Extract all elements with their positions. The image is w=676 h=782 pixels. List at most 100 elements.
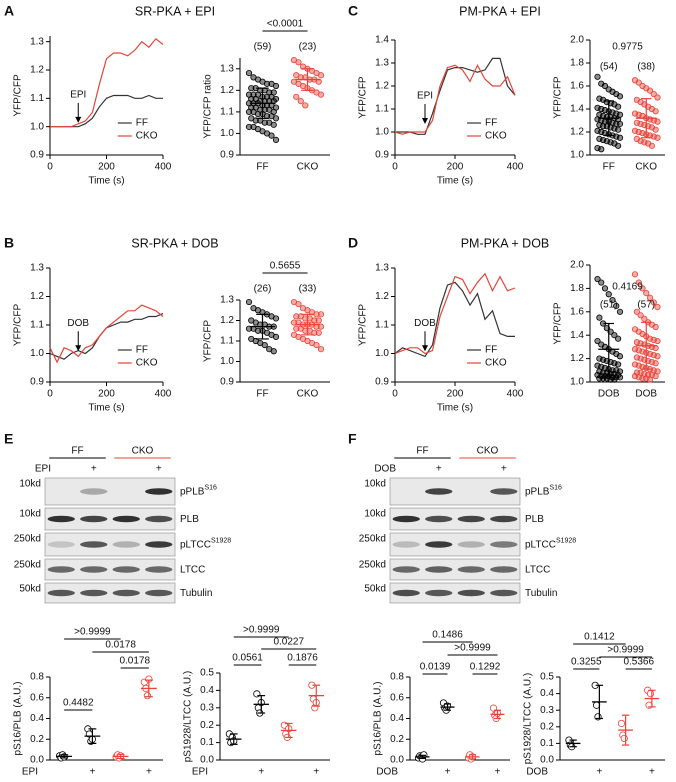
data-point (646, 294, 654, 301)
data-point (652, 108, 659, 115)
blot-strip (44, 582, 176, 604)
p-value: 0.1412 (584, 632, 615, 643)
y-tick-label: 1.0 (570, 377, 584, 388)
protein-label: pPLBS16 (180, 485, 217, 497)
y-tick-label: 0.1 (540, 738, 554, 749)
x-tick-label: 400 (507, 162, 524, 173)
data-point (313, 323, 320, 330)
blot-band (457, 541, 485, 548)
p-value: 0.5366 (623, 657, 654, 668)
y-tick-label: 1.8 (570, 58, 584, 69)
x-tick-label: 0 (392, 162, 398, 173)
data-point (594, 73, 601, 80)
blot-band (80, 541, 108, 548)
blot-band (457, 515, 485, 523)
protein-name: Tubulin (180, 588, 212, 599)
y-tick-label: 0.0 (540, 755, 554, 766)
y-tick-label: 0.0 (30, 755, 44, 766)
x-axis-label: Time (s) (88, 403, 124, 414)
data-point (272, 115, 280, 122)
data-point (143, 692, 151, 700)
kd-label: 250kd (14, 534, 41, 545)
y-axis-label: YFP/CFP (203, 320, 214, 363)
annotation-arrowhead (75, 345, 82, 352)
data-point (272, 315, 280, 322)
x-axis-label: DOB (526, 767, 548, 778)
n-label: (57) (637, 300, 655, 311)
blot-band (392, 515, 420, 523)
x-tick-label: 400 (155, 389, 172, 400)
x-axis-label: Time (s) (437, 403, 473, 414)
data-point (615, 335, 622, 342)
data-point (633, 308, 640, 315)
data-point (616, 308, 624, 315)
blot-band (392, 589, 420, 597)
y-tick-label: 0.3 (540, 705, 554, 716)
data-point (248, 85, 255, 92)
y-tick-label: 1.2 (570, 353, 584, 364)
data-point (639, 285, 646, 292)
p-value: 0.3255 (571, 657, 602, 668)
protein-name: pPLB (525, 486, 550, 497)
data-point (261, 341, 268, 349)
blot-band (145, 515, 173, 523)
data-point (254, 110, 262, 118)
blot-band (47, 589, 75, 597)
x-tick-label: 200 (447, 162, 464, 173)
panel-label: D (348, 235, 358, 251)
data-point (270, 348, 277, 355)
y-tick-label: 0.2 (30, 734, 44, 745)
data-point (245, 123, 253, 131)
treatment-label: EPI (35, 464, 51, 475)
data-point (605, 291, 612, 298)
y-tick-label: 1.1 (375, 104, 389, 115)
data-point (293, 313, 300, 320)
data-point (648, 142, 655, 149)
blot-band (425, 589, 453, 597)
data-point (317, 72, 325, 79)
blot-band (490, 488, 518, 495)
blot-band (80, 589, 108, 597)
p-value: 0.9775 (612, 42, 643, 53)
blot-band (145, 566, 173, 573)
panel-label: B (4, 235, 14, 251)
blot-band (425, 488, 453, 495)
n-label: (54) (600, 62, 618, 73)
blot-band (392, 541, 420, 548)
kd-label: 50kd (19, 584, 41, 595)
kd-label: 10kd (364, 479, 386, 490)
y-tick-label: 1.1 (220, 336, 234, 347)
blot-band (490, 566, 518, 573)
y-axis-label: YFP/CFP (13, 304, 24, 347)
chart-title: SR-PKA + DOB (131, 236, 218, 250)
x-axis-label: EPI (22, 767, 38, 778)
n-label: (51) (600, 300, 618, 311)
data-point (616, 134, 624, 141)
y-tick-label: 1.0 (30, 121, 44, 132)
data-point (313, 341, 320, 349)
y-tick-label: 0.8 (30, 672, 44, 683)
blot-band (425, 515, 453, 523)
blot-band (112, 515, 140, 523)
x-tick-label: 400 (507, 389, 524, 400)
data-point (654, 304, 661, 311)
y-tick-label: 1.6 (570, 306, 584, 317)
protein-label: pLTCCS1928 (525, 538, 576, 550)
blot-strip (44, 507, 176, 531)
y-axis-label: YFP/CFP (553, 302, 564, 345)
data-point (654, 353, 661, 360)
x-tick-label: + (445, 767, 451, 778)
x-tick-label: FF (256, 389, 268, 400)
legend-label: FF (485, 345, 497, 356)
protein-name: LTCC (525, 564, 550, 575)
data-point (641, 315, 648, 322)
data-point (263, 80, 271, 87)
data-point (646, 689, 655, 698)
chart-title: PM-PKA + DOB (461, 236, 550, 250)
y-axis-label: YFP/CFP (553, 76, 564, 119)
legend-label: CKO (485, 131, 507, 142)
protein-site: S16 (549, 485, 562, 492)
data-point (295, 300, 302, 308)
kd-label: 250kd (359, 560, 386, 571)
